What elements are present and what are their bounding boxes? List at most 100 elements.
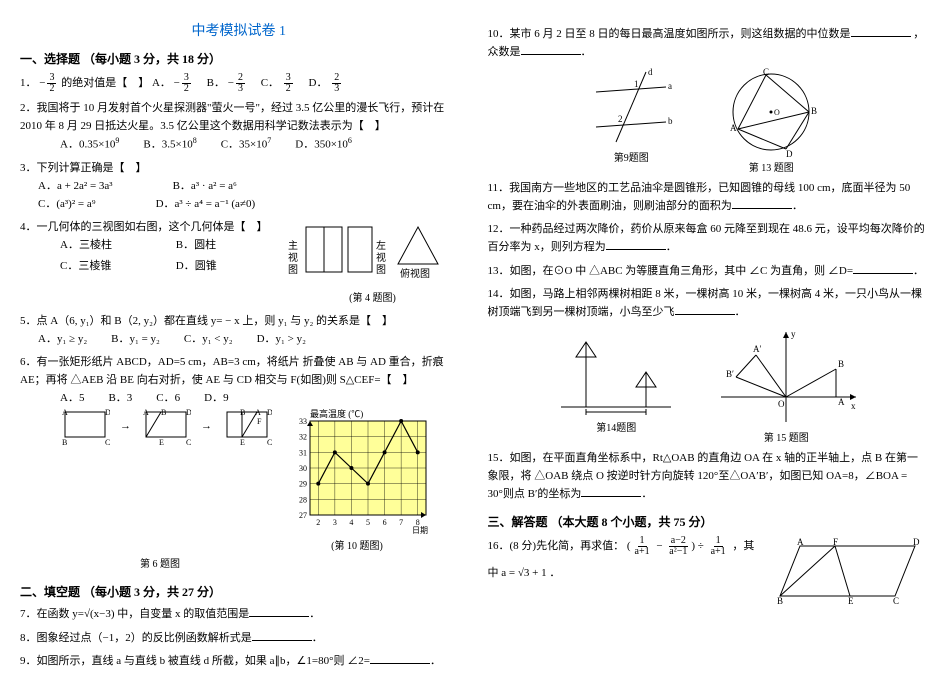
svg-text:x: x [851, 401, 856, 411]
svg-text:B′: B′ [726, 369, 734, 379]
svg-text:O: O [778, 399, 785, 409]
fig9-cap: 第9题图 [586, 149, 676, 164]
svg-text:E: E [848, 596, 854, 606]
q8-text: 8．图象经过点（−1，2）的反比例函数解析式是 [20, 632, 252, 644]
blank [581, 486, 641, 497]
svg-text:y: y [791, 329, 796, 339]
q1-opt-d: D． [309, 77, 328, 89]
q2-b-exp: 8 [193, 136, 197, 145]
question-16: A F D B E C 16．(8 分)先化简，再求值： (1a+1 − a−2… [488, 536, 926, 606]
fold2-icon: BAD F EC [222, 407, 272, 447]
svg-text:C: C [186, 438, 191, 447]
blank [851, 26, 911, 37]
svg-text:2: 2 [316, 518, 320, 527]
question-12: 12．一种药品经过两次降价，药价从原来每盒 60 元降至到现在 48.6 元，设… [488, 221, 926, 256]
svg-text:5: 5 [366, 518, 370, 527]
svg-text:A′: A′ [753, 344, 761, 354]
q12-text: 12．一种药品经过两次降价，药价从原来每盒 60 元降至到现在 48.6 元，设… [488, 223, 925, 253]
svg-text:A: A [62, 408, 68, 417]
figure-15: x y O A B A′ B′ 第 15 题图 [711, 327, 861, 444]
svg-text:B: B [777, 596, 783, 606]
question-14: 14．如图，马路上相邻两棵树相距 8 米，一棵树高 10 米，一棵树高 4 米，… [488, 286, 926, 321]
fold1-icon: ABD EC [141, 407, 191, 447]
q10-chart: 272829303132332345678最高温度 (℃)日期 (第 10 题图… [282, 407, 432, 555]
q3-d: D．a³ ÷ a⁴ = a⁻¹ (a≠0) [156, 196, 256, 214]
q5-stem: 5．点 A（6, y₁）和 B（2, y₂）都在直线 y= − x 上，则 y₁… [20, 313, 458, 331]
blank [370, 653, 430, 664]
question-10: 10．某市 6 月 2 日至 8 日的每日最高温度如图所示，则这组数据的中位数是… [488, 26, 926, 61]
svg-text:视: 视 [376, 251, 386, 264]
svg-text:d: d [648, 67, 653, 77]
q1-opt-a: A． [152, 77, 171, 89]
figure-14: 第14题图 [551, 327, 681, 444]
arrow-icon-2: → [201, 418, 212, 436]
q13-text: 13．如图，在⊙O 中 △ABC 为等腰直角三角形，其中 ∠C 为直角，则 ∠D… [488, 265, 854, 277]
svg-text:图: 图 [288, 264, 298, 276]
svg-text:俯视图: 俯视图 [400, 267, 430, 280]
svg-text:32: 32 [299, 433, 307, 442]
svg-text:E: E [240, 438, 245, 447]
svg-text:27: 27 [299, 511, 307, 520]
svg-text:A: A [838, 397, 845, 407]
q2-a: A．0.35×10 [60, 139, 115, 151]
question-9: 9．如图所示，直线 a 与直线 b 被直线 d 所截，如果 a∥b，∠1=80°… [20, 653, 458, 671]
question-6: 6．有一张矩形纸片 ABCD，AD=5 cm，AB=3 cm，将纸片 折叠使 A… [20, 354, 458, 573]
q6-stem: 6．有一张矩形纸片 ABCD，AD=5 cm，AB=3 cm，将纸片 折叠使 A… [20, 354, 458, 389]
q4-a: A．三棱柱 [60, 237, 152, 255]
svg-text:a: a [668, 81, 672, 91]
q5-a: A．y₁ ≥ y₂ [38, 331, 87, 349]
q4-caption: (第 4 题图) [288, 291, 458, 307]
question-1: 1． −32 的绝对值是【 】 A． −32 B． −23 C． 32 D． 2… [20, 73, 458, 94]
fig15-cap: 第 15 题图 [711, 429, 861, 444]
q1-stem-a: 1． [20, 77, 37, 89]
figure-9: a b d 1 2 第9题图 [586, 67, 676, 174]
svg-text:A: A [143, 408, 149, 417]
circle-triangle-icon: O A B C D [716, 67, 826, 157]
arrow-icon: → [120, 418, 131, 436]
svg-text:图: 图 [376, 264, 386, 276]
q2-d-exp: 6 [348, 136, 352, 145]
blank [732, 198, 792, 209]
q15-text: 15．如图，在平面直角坐标系中，Rt△OAB 的直角边 OA 在 x 轴的正半轴… [488, 452, 918, 499]
blank [249, 606, 309, 617]
blank [853, 263, 913, 274]
svg-text:2: 2 [618, 114, 623, 124]
q5-c: C．y₁ < y₂ [184, 331, 233, 349]
blank [606, 239, 666, 250]
blank [252, 630, 312, 641]
page-title: 中考模拟试卷 1 [20, 20, 458, 40]
blank [521, 44, 581, 55]
svg-text:4: 4 [349, 518, 353, 527]
q9-text: 9．如图所示，直线 a 与直线 b 被直线 d 所截，如果 a∥b，∠1=80°… [20, 655, 370, 667]
figure-row-9-13: a b d 1 2 第9题图 O A [488, 67, 926, 174]
q2-a-exp: 9 [115, 136, 119, 145]
svg-text:B: B [62, 438, 67, 447]
q2-c: C．35×10 [221, 139, 268, 151]
svg-text:C: C [893, 596, 899, 606]
svg-text:3: 3 [333, 518, 337, 527]
q3-stem: 3．下列计算正确是【 】 [20, 160, 458, 178]
q5-b: B．y₁ = y₂ [111, 331, 160, 349]
svg-text:F: F [257, 417, 262, 426]
q11-text: 11．我国南方一些地区的工艺品油伞是圆锥形，已知圆锥的母线 100 cm，底面半… [488, 182, 911, 212]
temperature-chart-icon: 272829303132332345678最高温度 (℃)日期 [282, 407, 432, 537]
q6-b: B．3 [108, 390, 132, 408]
svg-text:主: 主 [288, 240, 298, 252]
right-column: 10．某市 6 月 2 日至 8 日的每日最高温度如图所示，则这组数据的中位数是… [488, 20, 926, 677]
svg-text:C: C [763, 67, 769, 77]
q16-a: 16．(8 分)先化简，再求值： [488, 540, 625, 552]
q10-stem: 10．某市 6 月 2 日至 8 日的每日最高温度如图所示，则这组数据的中位数是 [488, 28, 851, 40]
rect-abcd-icon: AD BC [60, 407, 110, 447]
q4-c: C．三棱锥 [60, 258, 152, 276]
section-3-heading: 三、解答题 （本大题 8 个小题，共 75 分） [488, 513, 926, 530]
q1-stem-b: 的绝对值是【 】 [61, 77, 149, 89]
svg-text:B: B [161, 408, 166, 417]
trees-icon [551, 327, 681, 417]
svg-text:E: E [159, 438, 164, 447]
parallelogram-icon: A F D B E C [775, 536, 925, 606]
svg-text:F: F [833, 537, 838, 547]
figure-13: O A B C D 第 13 题图 [716, 67, 826, 174]
q5-d: D．y₁ > y₂ [257, 331, 306, 349]
q2-b: B．3.5×10 [143, 139, 192, 151]
svg-text:B: B [811, 106, 817, 116]
